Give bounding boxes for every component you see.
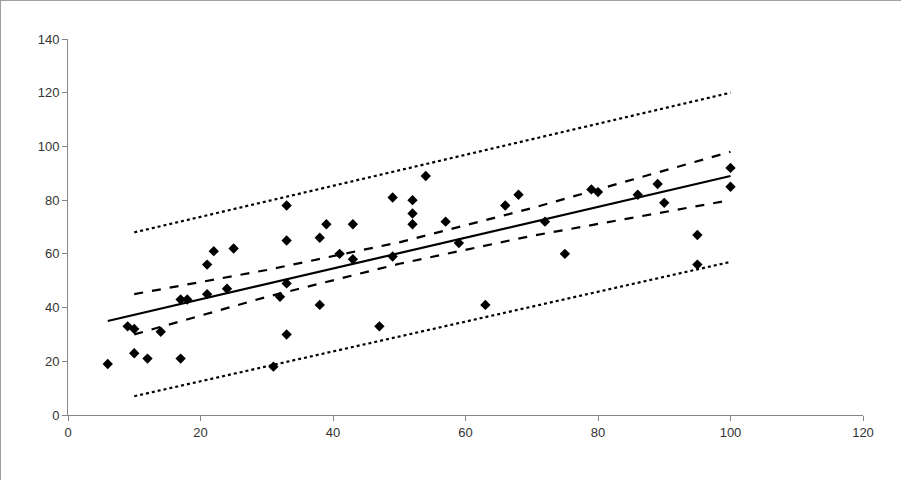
svg-text:100: 100 [38,139,60,154]
svg-text:20: 20 [193,425,207,440]
svg-text:0: 0 [52,408,59,423]
svg-text:60: 60 [45,246,59,261]
svg-text:100: 100 [720,425,742,440]
svg-text:140: 140 [38,32,60,47]
svg-text:20: 20 [45,354,59,369]
svg-text:120: 120 [38,85,60,100]
svg-text:40: 40 [326,425,340,440]
svg-text:80: 80 [45,193,59,208]
svg-text:80: 80 [591,425,605,440]
svg-text:40: 40 [45,300,59,315]
svg-text:0: 0 [64,425,71,440]
svg-text:60: 60 [458,425,472,440]
svg-text:120: 120 [852,425,874,440]
